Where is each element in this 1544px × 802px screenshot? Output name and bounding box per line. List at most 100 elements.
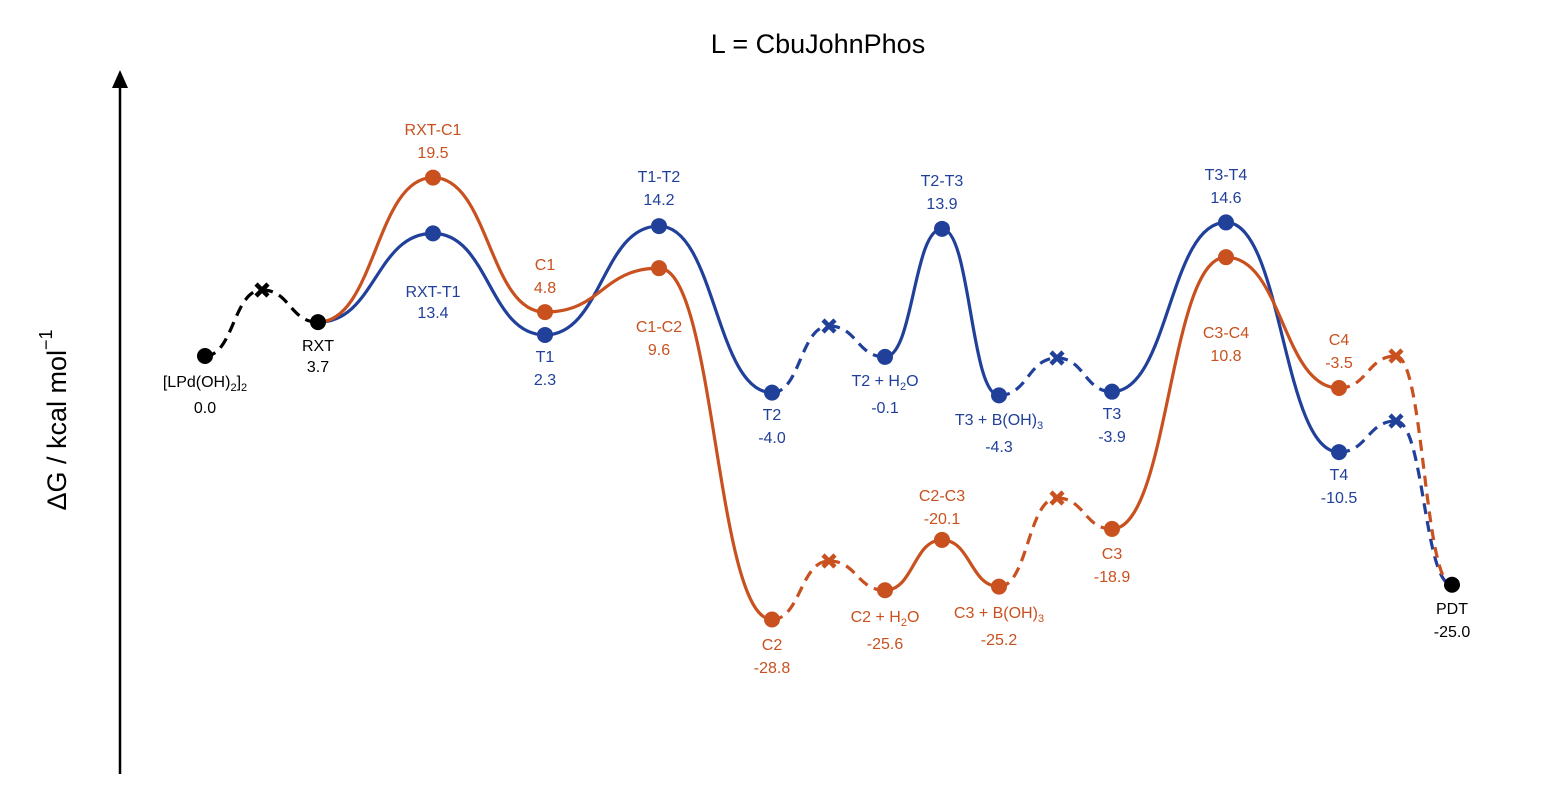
point-label-c4: C4 xyxy=(1329,332,1350,349)
path-segment-t xyxy=(998,356,1058,397)
path-segment-c xyxy=(1225,255,1340,390)
point-label-c3: C3 xyxy=(1102,546,1123,563)
point-label-s0: [LPd(OH)2]2 xyxy=(163,374,247,394)
cross-marker-icon xyxy=(1049,350,1065,366)
point-t1-t2 xyxy=(651,218,667,235)
path-segment-t xyxy=(771,324,830,395)
point-value-t1: 2.3 xyxy=(534,372,556,389)
point-label-t2: T2 xyxy=(763,407,782,424)
point-c2 xyxy=(764,611,780,628)
point-value-pdt: -25.0 xyxy=(1434,624,1471,641)
point-value-c1: 4.8 xyxy=(534,280,556,297)
path-segment-c xyxy=(1056,496,1113,531)
point-label-t2w: T2 + H2O xyxy=(851,373,918,393)
point-value-t3-t4: 14.6 xyxy=(1210,190,1241,207)
point-value-c4: -3.5 xyxy=(1325,355,1353,372)
path-segment-c xyxy=(432,175,546,314)
point-label-t2-t3: T2-T3 xyxy=(921,173,964,190)
point-label-c3b: C3 + B(OH)3 xyxy=(954,605,1044,625)
point-label-c1: C1 xyxy=(535,257,556,274)
point-t2w xyxy=(877,348,893,365)
point-value-t2-t3: 13.9 xyxy=(926,196,957,213)
point-value-t1-t2: 14.2 xyxy=(643,192,674,209)
point-label-rxt: RXT xyxy=(302,338,334,355)
path-segment-c xyxy=(771,559,830,622)
point-value-c2w: -25.6 xyxy=(867,636,904,653)
point-t2-t3 xyxy=(934,220,950,237)
point-t3-t4 xyxy=(1218,214,1234,231)
point-value-t2w: -0.1 xyxy=(871,400,899,417)
point-c2-c3 xyxy=(934,531,950,548)
path-segment-c xyxy=(1111,255,1227,531)
point-value-c3: -18.9 xyxy=(1094,569,1131,586)
path-segment-c xyxy=(544,266,660,314)
path-segment-t xyxy=(1056,356,1113,394)
point-label-c3-c4: C3-C4 xyxy=(1203,325,1249,342)
point-c1-c2 xyxy=(651,260,667,277)
path-segment-t xyxy=(828,324,886,359)
point-label-c2w: C2 + H2O xyxy=(851,609,920,629)
point-rxt xyxy=(310,314,326,331)
point-value-c1-c2: 9.6 xyxy=(648,342,670,359)
point-rxt-t1 xyxy=(425,225,441,242)
point-value-c2-c3: -20.1 xyxy=(924,511,961,528)
cross-marker-icon xyxy=(1388,413,1404,429)
point-label-rxt-t1: RXT-T1 xyxy=(405,284,460,301)
point-label-t1: T1 xyxy=(536,349,555,366)
point-value-t3: -3.9 xyxy=(1098,429,1126,446)
path-segment-c xyxy=(884,538,943,592)
point-pdt xyxy=(1444,576,1460,593)
path-segment-t xyxy=(658,224,773,395)
point-t3 xyxy=(1104,383,1120,400)
y-axis-label: ΔG / kcal mol−1 xyxy=(36,329,72,510)
point-t4 xyxy=(1331,444,1347,461)
cross-marker-icon xyxy=(254,282,270,298)
path-segment-t xyxy=(941,227,1000,397)
point-t3b xyxy=(991,387,1007,404)
path-segment-common xyxy=(261,288,319,324)
point-label-t3-t4: T3-T4 xyxy=(1205,167,1248,184)
point-c3-c4 xyxy=(1218,249,1234,266)
cross-marker-icon xyxy=(1049,490,1065,506)
point-t2 xyxy=(764,384,780,401)
point-c1 xyxy=(537,304,553,321)
point-value-rxt: 3.7 xyxy=(307,359,329,376)
point-label-c2-c3: C2-C3 xyxy=(919,488,965,505)
point-value-s0: 0.0 xyxy=(194,400,216,417)
point-value-t3b: -4.3 xyxy=(985,439,1013,456)
path-segment-t xyxy=(1225,220,1340,454)
point-label-c1-c2: C1-C2 xyxy=(636,319,682,336)
point-c3b xyxy=(991,578,1007,595)
path-segment-t xyxy=(1395,419,1453,587)
cross-marker-icon xyxy=(821,318,837,334)
path-segment-c xyxy=(658,266,773,622)
point-c2w xyxy=(877,582,893,599)
chart-title: L = CbuJohnPhos xyxy=(711,29,925,59)
point-value-t2: -4.0 xyxy=(758,430,786,447)
point-c3 xyxy=(1104,520,1120,537)
point-c4 xyxy=(1331,380,1347,397)
point-value-rxt-t1: 13.4 xyxy=(417,305,448,322)
path-segment-c xyxy=(828,559,886,592)
path-segment-c xyxy=(1395,354,1453,587)
point-label-pdt: PDT xyxy=(1436,601,1468,618)
point-label-c2: C2 xyxy=(762,637,783,654)
path-segment-t xyxy=(317,231,434,324)
svg-text:ΔG / kcal mol−1: ΔG / kcal mol−1 xyxy=(36,329,72,510)
point-label-t1-t2: T1-T2 xyxy=(638,169,681,186)
point-value-t4: -10.5 xyxy=(1321,490,1358,507)
point-value-c3b: -25.2 xyxy=(981,632,1018,649)
cross-marker-icon xyxy=(1388,348,1404,364)
path-segment-t xyxy=(1338,419,1397,454)
y-axis-arrow-icon xyxy=(112,70,128,88)
path-segment-t xyxy=(544,224,660,337)
point-value-c2: -28.8 xyxy=(754,660,791,677)
point-s0 xyxy=(197,348,213,364)
point-label-t3: T3 xyxy=(1103,406,1122,423)
point-label-t3b: T3 + B(OH)3 xyxy=(955,412,1043,432)
point-value-rxt-c1: 19.5 xyxy=(417,145,448,162)
cross-marker-icon xyxy=(821,553,837,569)
path-segment-t xyxy=(884,227,943,359)
point-rxt-c1 xyxy=(425,169,441,186)
